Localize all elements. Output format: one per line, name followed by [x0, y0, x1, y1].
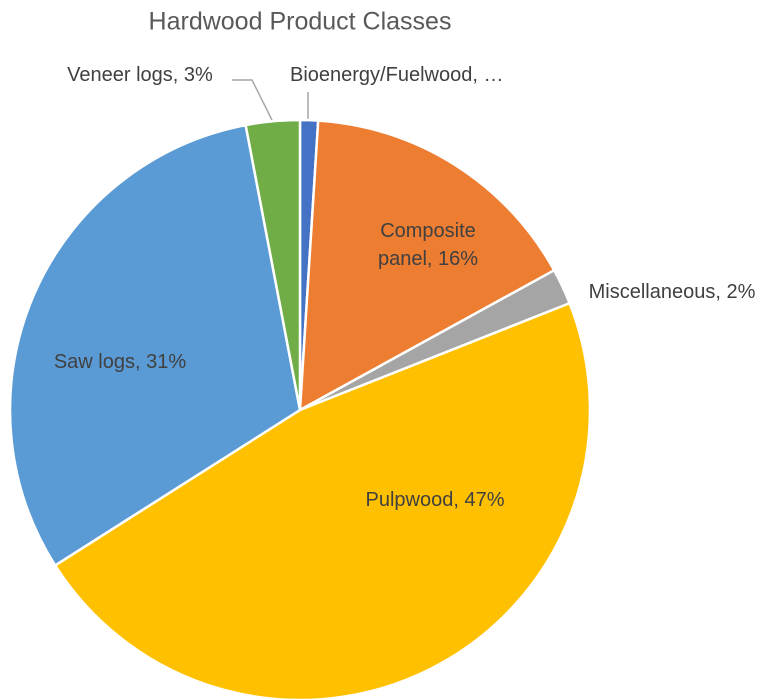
data-label: Composite panel, 16%	[377, 220, 479, 270]
pie-slice	[53, 301, 592, 700]
data-label: Bioenergy/Fuelwood, …	[290, 64, 504, 86]
pie-slice	[8, 123, 302, 568]
data-label: Pulpwood, 47%	[365, 489, 505, 511]
pie-slice	[298, 119, 556, 413]
chart-title: Hardwood Product Classes	[148, 7, 452, 36]
data-label: Veneer logs, 3%	[67, 64, 213, 86]
pie-slice	[244, 118, 302, 411]
data-label: Saw logs, 31%	[53, 351, 187, 373]
leader-line	[232, 79, 273, 121]
data-label: Miscellaneous, 2%	[588, 281, 756, 303]
